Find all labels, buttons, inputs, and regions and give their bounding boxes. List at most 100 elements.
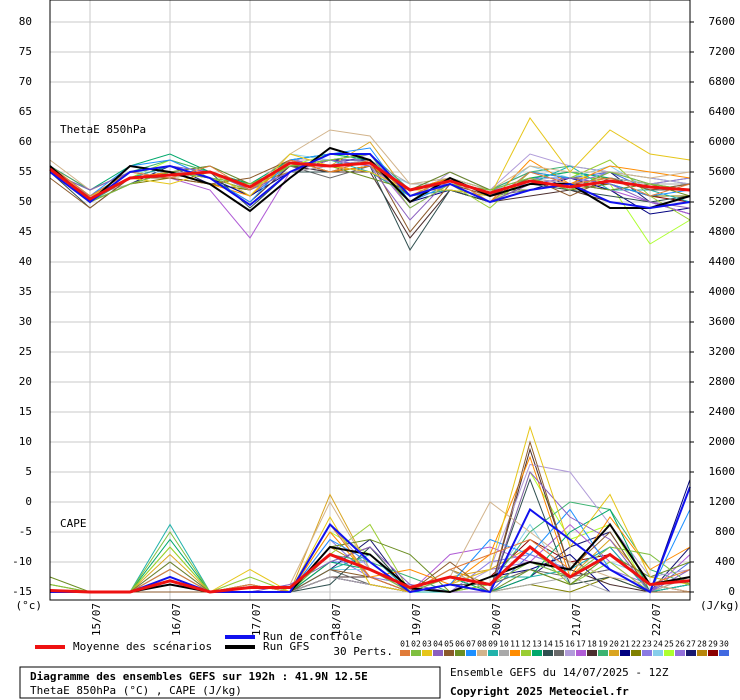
legend-swatch xyxy=(433,650,443,656)
run-info: Ensemble GEFS du 14/07/2025 - 12Z xyxy=(450,666,669,679)
legend-swatch xyxy=(455,650,465,656)
legend-swatch xyxy=(444,650,454,656)
legend-label: 06 xyxy=(455,640,465,649)
legend-swatch xyxy=(466,650,476,656)
y-tick-label: 75 xyxy=(19,45,32,58)
cape-line xyxy=(49,538,691,593)
y2-tick-label: 2000 xyxy=(709,435,736,448)
y-tick-label: -5 xyxy=(19,525,32,538)
y2-tick-label: 4400 xyxy=(709,255,736,268)
x-tick-label: 19/07 xyxy=(410,603,423,636)
plot-frame xyxy=(49,0,691,601)
grid xyxy=(50,0,690,600)
y2-tick-label: 6000 xyxy=(709,135,736,148)
legend-swatch xyxy=(642,650,652,656)
legend-swatch xyxy=(400,650,410,656)
perts-label: 30 Perts. xyxy=(333,645,393,658)
legend-label: 23 xyxy=(642,640,652,649)
x-tick-label: 22/07 xyxy=(650,603,663,636)
legend-label: 18 xyxy=(587,640,597,649)
legend: Moyenne des scénarios Run de contrôleRun … xyxy=(35,630,729,656)
y2-tick-label: 0 xyxy=(728,585,735,598)
legend-label: 10 xyxy=(499,640,509,649)
y2-tick-label: 1200 xyxy=(709,495,736,508)
y-tick-label: 60 xyxy=(19,135,32,148)
legend-swatch xyxy=(587,650,597,656)
y-tick-label: 25 xyxy=(19,345,32,358)
legend-swatch xyxy=(598,650,608,656)
legend-swatch xyxy=(686,650,696,656)
y2-tick-label: 6800 xyxy=(709,75,736,88)
legend-swatch xyxy=(653,650,663,656)
y2-tick-label: 3600 xyxy=(709,315,736,328)
legend-label: 17 xyxy=(576,640,586,649)
thetae-line xyxy=(49,161,691,201)
y-tick-label: 20 xyxy=(19,375,32,388)
legend-label: 07 xyxy=(466,640,476,649)
legend-swatch xyxy=(477,650,487,656)
annotation: ThetaE 850hPa xyxy=(60,123,146,136)
plot-lines xyxy=(49,117,691,594)
y2-tick-label: 4800 xyxy=(709,225,736,238)
legend-label: 09 xyxy=(488,640,498,649)
y2-tick-label: 1600 xyxy=(709,465,736,478)
legend-swatch xyxy=(675,650,685,656)
legend-label: 25 xyxy=(664,640,674,649)
legend-label: 21 xyxy=(620,640,630,649)
y-tick-label: 80 xyxy=(19,15,32,28)
subtitle: ThetaE 850hPa (°C) , CAPE (J/kg) xyxy=(30,684,242,697)
legend-label: 01 xyxy=(400,640,410,649)
x-tick-label: 17/07 xyxy=(250,603,263,636)
y-tick-label: 0 xyxy=(25,495,32,508)
y2-tick-label: 6400 xyxy=(709,105,736,118)
legend-label: Run GFS xyxy=(263,640,309,653)
legend-label: 16 xyxy=(565,640,575,649)
legend-swatch xyxy=(609,650,619,656)
legend-swatch xyxy=(422,650,432,656)
legend-label: 28 xyxy=(697,640,707,649)
y2-tick-label: 7200 xyxy=(709,45,736,58)
legend-label: 04 xyxy=(433,640,443,649)
legend-label: 02 xyxy=(411,640,421,649)
x-tick-label: 15/07 xyxy=(90,603,103,636)
legend-label: Run de contrôle xyxy=(263,630,362,643)
y-tick-label: 40 xyxy=(19,255,32,268)
legend-swatch xyxy=(543,650,553,656)
legend-swatch xyxy=(576,650,586,656)
legend-swatch xyxy=(631,650,641,656)
y-tick-label: 30 xyxy=(19,315,32,328)
legend-label: 19 xyxy=(598,640,608,649)
info-box xyxy=(19,666,441,699)
thetae-line xyxy=(49,117,691,197)
y2-tick-label: 7600 xyxy=(709,15,736,28)
y2-axis-label: (J/kg) xyxy=(700,599,740,612)
y-axis-label: (°c) xyxy=(16,599,43,612)
copyright: Copyright 2025 Meteociel.fr xyxy=(450,685,629,698)
legend-label: 20 xyxy=(609,640,619,649)
x-tick-label: 20/07 xyxy=(490,603,503,636)
thetae-line xyxy=(49,153,691,210)
legend-label: 22 xyxy=(631,640,641,649)
y-tick-label: 45 xyxy=(19,225,32,238)
y2-tick-label: 2400 xyxy=(709,405,736,418)
legend-swatch xyxy=(510,650,520,656)
legend-swatch xyxy=(488,650,498,656)
legend-label: 13 xyxy=(532,640,542,649)
annotation: CAPE xyxy=(60,517,87,530)
cape-line xyxy=(50,522,691,594)
x-tick-label: 16/07 xyxy=(170,603,183,636)
y2-tick-label: 5200 xyxy=(709,195,736,208)
legend-swatch xyxy=(708,650,718,656)
y-tick-label: 10 xyxy=(19,435,32,448)
y2-tick-label: 2800 xyxy=(709,375,736,388)
legend-swatch xyxy=(719,650,729,656)
legend-swatch xyxy=(532,650,542,656)
x-tick-label: 21/07 xyxy=(570,603,583,636)
y2-tick-label: 3200 xyxy=(709,345,736,358)
legend-label: 08 xyxy=(477,640,487,649)
legend-label: 27 xyxy=(686,640,696,649)
legend-swatch xyxy=(565,650,575,656)
legend-swatch xyxy=(411,650,421,656)
y2-tick-label: 400 xyxy=(715,555,735,568)
